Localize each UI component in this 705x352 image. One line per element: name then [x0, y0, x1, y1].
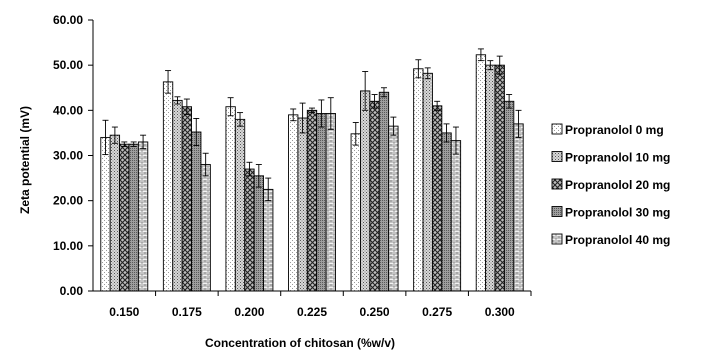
x-tick-label: 0.275 [422, 305, 452, 319]
bar-0.250-series-1 [360, 90, 371, 292]
bar-0.250-series-3 [378, 91, 390, 292]
y-axis: 0.00 10.00 20.00 30.00 40.00 50.00 60.00 [53, 13, 94, 298]
legend-label-2: Propranolol 20 mg [565, 178, 670, 192]
x-tick-label: 0.200 [234, 305, 264, 319]
bar-0.225-series-0 [288, 114, 299, 292]
bar-0.225-series-1 [297, 117, 308, 292]
y-tick-label: 50.00 [53, 58, 83, 72]
bar-0.150-series-4 [137, 141, 149, 292]
x-tick-label: 0.300 [485, 305, 515, 319]
x-tick-label: 0.225 [297, 305, 327, 319]
bar-0.150-series-1 [109, 134, 121, 292]
bar-0.225-series-2 [306, 109, 318, 292]
bar-0.275-series-2 [431, 105, 443, 292]
x-axis-title: Concentration of chitosan (%w/v) [205, 336, 395, 350]
bar-0.275-series-1 [422, 72, 433, 292]
bar-0.300-series-0 [475, 54, 487, 292]
bar-0.225-series-3 [316, 113, 327, 292]
y-axis-title: Zeta potential (mV) [18, 106, 32, 214]
legend-label-4: Propranolol 40 mg [565, 233, 670, 247]
x-axis: 0.150 0.175 0.200 0.225 0.250 0.275 0.300 [93, 290, 532, 319]
bar-0.250-series-0 [350, 133, 361, 292]
bar-0.200-series-3 [253, 175, 264, 292]
legend-swatch-0 [551, 123, 563, 135]
bar-0.150-series-3 [128, 143, 139, 292]
y-tick-label: 20.00 [53, 194, 83, 208]
bar-0.250-series-4 [388, 125, 399, 292]
x-tick-label: 0.150 [109, 305, 139, 319]
x-tick-label: 0.250 [360, 305, 390, 319]
bar-0.275-series-4 [450, 140, 462, 292]
y-tick-label: 10.00 [53, 239, 83, 253]
bar-0.175-series-3 [191, 131, 202, 292]
bar-0.300-series-2 [494, 64, 505, 292]
y-tick-label: 40.00 [53, 103, 83, 117]
bar-0.275-series-3 [441, 132, 452, 292]
legend-label-0: Propranolol 0 mg [565, 123, 664, 137]
bar-0.150-series-0 [100, 136, 111, 292]
legend: Propranolol 0 mg Propranolol 10 mg Propran… [551, 123, 670, 247]
legend-swatch-4 [551, 233, 563, 245]
bar-0.225-series-4 [325, 113, 336, 292]
bar-0.150-series-2 [119, 143, 130, 292]
y-tick-label: 30.00 [53, 149, 83, 163]
legend-swatch-3 [551, 206, 563, 217]
y-tick-label: 0.00 [60, 284, 84, 298]
bar-0.200-series-1 [234, 118, 246, 292]
bar-0.200-series-4 [263, 188, 274, 292]
bar-0.300-series-1 [485, 64, 496, 292]
bar-0.200-series-0 [225, 106, 236, 292]
bar-0.300-series-3 [503, 100, 515, 292]
bar-0.175-series-0 [162, 81, 174, 292]
bar-groups [100, 48, 524, 292]
bar-0.175-series-2 [181, 106, 193, 292]
y-tick-label: 60.00 [53, 13, 83, 27]
bar-0.275-series-0 [413, 68, 424, 292]
x-tick-label: 0.175 [172, 305, 202, 319]
bar-0.175-series-4 [200, 164, 211, 292]
bar-0.250-series-2 [369, 100, 380, 292]
legend-swatch-1 [551, 151, 563, 162]
legend-swatch-2 [551, 178, 563, 190]
legend-label-1: Propranolol 10 mg [565, 151, 670, 165]
bar-0.175-series-1 [172, 99, 183, 292]
bar-0.300-series-4 [513, 123, 524, 292]
legend-label-3: Propranolol 30 mg [565, 206, 670, 220]
bar-0.200-series-2 [244, 168, 255, 292]
